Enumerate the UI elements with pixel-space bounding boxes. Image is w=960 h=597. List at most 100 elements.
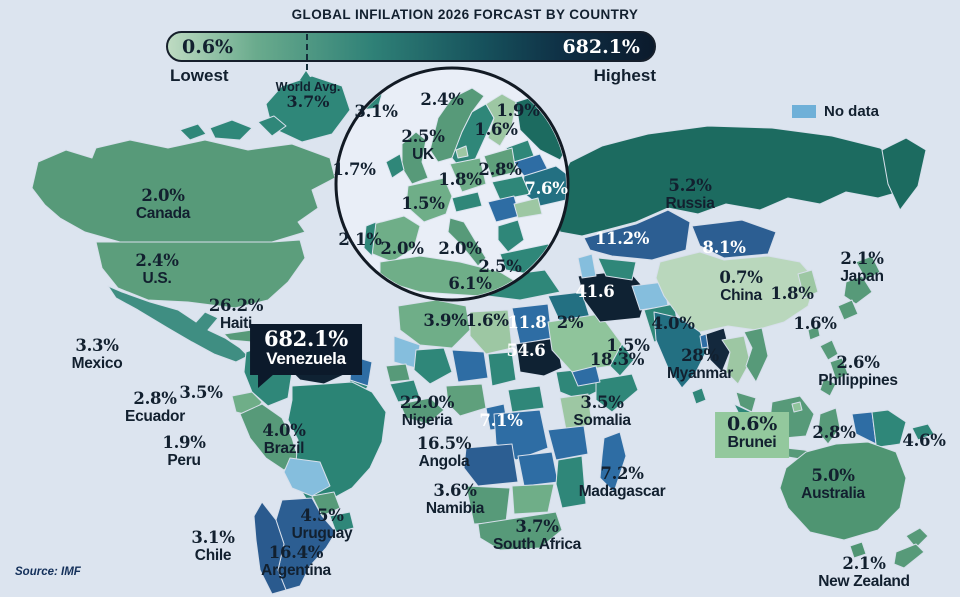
canada — [31, 139, 336, 243]
label-country-name: Venezuela — [266, 349, 346, 369]
label-value: 3.7% — [515, 517, 559, 536]
map-label-canada: 2.0% Canada — [135, 187, 191, 222]
map-label-3.1-: 3.1% — [354, 103, 397, 121]
label-country-name: Russia — [665, 194, 715, 212]
kazakhstan — [583, 209, 691, 261]
label-value: 7.6% — [524, 179, 568, 198]
label-country-name: Ecuador — [125, 407, 185, 425]
label-value: 3.1% — [191, 528, 235, 547]
legend-highest-label: Highest — [593, 66, 656, 85]
map-label-11.8: 11.8 — [508, 314, 547, 332]
label-value: 1.9% — [496, 101, 540, 120]
map-label-3.5-: 3.5% — [179, 383, 223, 402]
map-label-china: 0.7% China — [719, 269, 762, 304]
label-value: 5.2% — [668, 176, 712, 195]
map-label-venezuela: 682.1% Venezuela — [250, 324, 362, 388]
map-label-south-africa: 3.7% South Africa — [493, 517, 581, 553]
label-country-name: UK — [412, 145, 434, 163]
label-country-name: Argentina — [261, 561, 331, 579]
map-label-2.4-: 2.4% — [420, 91, 463, 109]
label-country-name: Nigeria — [401, 411, 453, 429]
label-value: 2.8% — [812, 423, 856, 442]
label-country-name: Haiti — [219, 314, 253, 332]
label-value: 3.5% — [179, 383, 223, 402]
map-label-myanmar: 28% Myanmar — [667, 346, 733, 382]
label-value: 2.1% — [338, 230, 382, 249]
legend-lowest-value: 0.6% — [182, 35, 234, 58]
label-value: 1.8% — [770, 284, 814, 303]
map-label-u.s.: 2.4% U.S. — [135, 251, 179, 287]
philippines — [829, 357, 849, 381]
portugal — [363, 221, 377, 257]
label-value: 28% — [681, 346, 719, 365]
map-label-chile: 3.1% Chile — [191, 528, 235, 564]
map-label-philippines: 2.6% Philippines — [818, 354, 898, 389]
map-label-6.1-: 6.1% — [448, 275, 491, 293]
label-country-name: Somalia — [573, 411, 631, 429]
label-value: 8.1% — [702, 238, 746, 257]
map-label-uk: 2.5% UK — [401, 127, 445, 163]
germany — [449, 157, 487, 193]
label-value: 2.0% — [438, 239, 482, 258]
label-value: 0.6% — [727, 413, 777, 435]
map-label-2.8-: 2.8% — [812, 423, 856, 442]
label-value: 3.5% — [580, 393, 624, 412]
label-country-name: Peru — [167, 451, 201, 469]
map-label-mexico: 3.3% Mexico — [72, 337, 123, 372]
angola — [463, 443, 519, 487]
sudan — [515, 337, 563, 377]
map-label-namibia: 3.6% Namibia — [426, 482, 485, 517]
label-value: 1.6% — [793, 314, 837, 333]
map-label-madagascar: 7.2% Madagascar — [579, 465, 666, 500]
gradient-legend-bar: 0.6% 682.1% — [166, 31, 656, 62]
map-label-1.6-: 1.6% — [465, 312, 508, 330]
world-avg-dotted-line — [306, 34, 308, 70]
label-value: 16.4% — [268, 543, 324, 562]
mexico-central-america — [107, 285, 249, 363]
map-label-peru: 1.9% Peru — [162, 434, 205, 469]
map-label-ecuador: 2.8% Ecuador — [125, 390, 185, 425]
label-value: 4.5% — [300, 506, 344, 525]
map-label-argentina: 16.4% Argentina — [261, 543, 331, 579]
japan — [843, 275, 873, 305]
map-label-1.9-: 1.9% — [496, 101, 540, 120]
inset-ring — [334, 66, 570, 302]
mongolia — [691, 219, 777, 259]
label-country-name: Canada — [135, 204, 191, 222]
label-value: 22.0% — [399, 393, 455, 412]
label-value: 2.5% — [401, 127, 445, 146]
label-value: 1.5% — [401, 194, 445, 213]
label-country-name: Brazil — [263, 439, 305, 457]
label-country-name: U.S. — [142, 269, 172, 287]
map-label-angola: 16.5% Angola — [417, 435, 472, 470]
label-value: 4.0% — [262, 421, 306, 440]
label-value: 1.7% — [332, 160, 376, 179]
map-label-8.1-: 8.1% — [702, 238, 746, 257]
map-label-1.5-: 1.5% — [401, 194, 445, 213]
france — [405, 177, 453, 223]
poland — [483, 147, 517, 179]
uruguay — [329, 511, 355, 533]
world-avg-value: 3.7% — [286, 92, 330, 111]
korea — [797, 269, 819, 299]
label-value: 26.2% — [208, 296, 264, 315]
map-label-1.5-: 1.5% — [606, 337, 649, 355]
label-country-name: Australia — [801, 484, 865, 502]
myanmar — [705, 327, 731, 373]
map-label-1.6-: 1.6% — [474, 121, 517, 139]
label-value: 3.9% — [423, 311, 467, 330]
label-value: 2.1% — [842, 554, 886, 573]
map-label-japan: 2.1% Japan — [840, 250, 884, 285]
brunei — [791, 401, 803, 413]
map-label-11.2-: 11.2% — [595, 230, 650, 248]
label-country-name: New Zealand — [818, 572, 910, 590]
label-value: 5.0% — [811, 466, 855, 485]
map-label-18.3-: 18.3% — [590, 351, 645, 369]
map-label-russia: 5.2% Russia — [665, 176, 715, 212]
map-label-new-zealand: 2.1% New Zealand — [818, 554, 910, 590]
label-value: 2.4% — [135, 251, 179, 270]
label-value: 2.0% — [380, 239, 424, 258]
label-value: 2.8% — [478, 160, 522, 179]
